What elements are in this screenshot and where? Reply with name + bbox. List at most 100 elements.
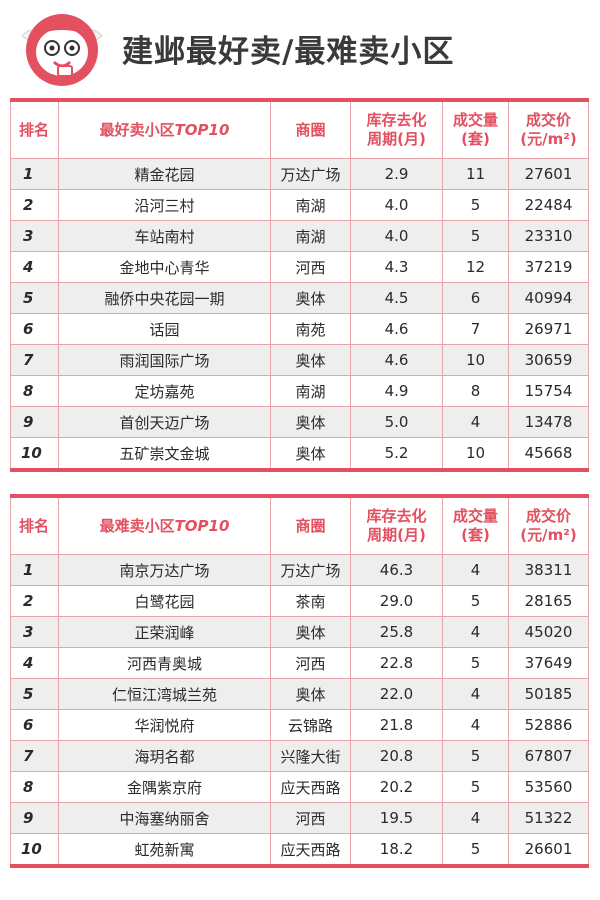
community-cell: 车站南村 <box>58 220 271 252</box>
header-price-line1: 成交价 <box>525 507 571 525</box>
rank-cell: 4 <box>10 251 59 283</box>
table-row: 4 河西青奥城 河西 22.8 5 37649 <box>10 647 589 679</box>
area-cell: 奥体 <box>270 616 351 648</box>
cycle-cell: 5.2 <box>350 437 443 471</box>
cycle-cell: 4.9 <box>350 375 443 407</box>
area-cell: 茶南 <box>270 585 351 617</box>
cycle-cell: 18.2 <box>350 833 443 867</box>
header-community-label: 最难卖小区 <box>99 516 175 535</box>
price-cell: 45668 <box>508 437 589 471</box>
table-row: 2 沿河三村 南湖 4.0 5 22484 <box>10 189 589 221</box>
rank-cell: 9 <box>10 802 59 834</box>
header-community-label: 最好卖小区 <box>99 120 175 139</box>
table-row: 8 金隅紫京府 应天西路 20.2 5 53560 <box>10 771 589 803</box>
volume-cell: 4 <box>442 616 509 648</box>
price-cell: 22484 <box>508 189 589 221</box>
header-volume-line2: (套) <box>461 130 490 148</box>
cycle-cell: 46.3 <box>350 554 443 586</box>
best-selling-table: 排名 最好卖小区TOP10 商圈 库存去化 周期(月) 成交量 (套) 成交价 (元/… <box>10 98 589 472</box>
cycle-cell: 20.2 <box>350 771 443 803</box>
rank-cell: 4 <box>10 647 59 679</box>
rank-cell: 2 <box>10 585 59 617</box>
header-cycle: 库存去化 周期(月) <box>350 496 443 555</box>
area-cell: 奥体 <box>270 344 351 376</box>
price-cell: 38311 <box>508 554 589 586</box>
price-cell: 27601 <box>508 158 589 190</box>
rank-cell: 10 <box>10 833 59 867</box>
price-cell: 30659 <box>508 344 589 376</box>
table-row: 5 融侨中央花园一期 奥体 4.5 6 40994 <box>10 282 589 314</box>
volume-cell: 5 <box>442 833 509 867</box>
community-cell: 融侨中央花园一期 <box>58 282 271 314</box>
header-cycle-line1: 库存去化 <box>366 111 427 129</box>
price-cell: 40994 <box>508 282 589 314</box>
community-cell: 虹苑新寓 <box>58 833 271 867</box>
header-price-line2: (元/m²) <box>520 526 577 544</box>
community-cell: 海玥名都 <box>58 740 271 772</box>
price-cell: 13478 <box>508 406 589 438</box>
page-title: 建邺最好卖/最难卖小区 <box>122 34 455 70</box>
price-cell: 45020 <box>508 616 589 648</box>
cycle-cell: 5.0 <box>350 406 443 438</box>
cycle-cell: 22.0 <box>350 678 443 710</box>
header-price-line2: (元/m²) <box>520 130 577 148</box>
cycle-cell: 2.9 <box>350 158 443 190</box>
header-rank: 排名 <box>10 496 59 555</box>
header-volume-line1: 成交量 <box>452 111 498 129</box>
volume-cell: 4 <box>442 709 509 741</box>
header-volume-line1: 成交量 <box>452 507 498 525</box>
page-header: 建邺最好卖/最难卖小区 <box>0 0 600 96</box>
table-row: 9 首创天迈广场 奥体 5.0 4 13478 <box>10 406 589 438</box>
community-cell: 白鹭花园 <box>58 585 271 617</box>
area-cell: 兴隆大街 <box>270 740 351 772</box>
community-cell: 沿河三村 <box>58 189 271 221</box>
community-cell: 中海塞纳丽舍 <box>58 802 271 834</box>
community-cell: 话园 <box>58 313 271 345</box>
header-volume: 成交量 (套) <box>442 496 509 555</box>
area-cell: 奥体 <box>270 406 351 438</box>
cycle-cell: 4.3 <box>350 251 443 283</box>
header-community: 最好卖小区TOP10 <box>58 100 271 159</box>
volume-cell: 7 <box>442 313 509 345</box>
cycle-cell: 4.6 <box>350 313 443 345</box>
volume-cell: 5 <box>442 771 509 803</box>
area-cell: 万达广场 <box>270 158 351 190</box>
price-cell: 67807 <box>508 740 589 772</box>
table-row: 6 话园 南苑 4.6 7 26971 <box>10 313 589 345</box>
rank-cell: 6 <box>10 709 59 741</box>
cycle-cell: 29.0 <box>350 585 443 617</box>
volume-cell: 5 <box>442 189 509 221</box>
table-row: 10 五矿崇文金城 奥体 5.2 10 45668 <box>10 437 589 471</box>
rank-cell: 7 <box>10 344 59 376</box>
price-cell: 28165 <box>508 585 589 617</box>
price-cell: 37649 <box>508 647 589 679</box>
volume-cell: 4 <box>442 406 509 438</box>
price-cell: 51322 <box>508 802 589 834</box>
rank-cell: 3 <box>10 220 59 252</box>
price-cell: 23310 <box>508 220 589 252</box>
header-area: 商圈 <box>270 100 351 159</box>
header-community-top: TOP10 <box>174 120 230 139</box>
table-row: 10 虹苑新寓 应天西路 18.2 5 26601 <box>10 833 589 867</box>
table-row: 1 精金花园 万达广场 2.9 11 27601 <box>10 158 589 190</box>
volume-cell: 8 <box>442 375 509 407</box>
cycle-cell: 19.5 <box>350 802 443 834</box>
community-cell: 金隅紫京府 <box>58 771 271 803</box>
header-community: 最难卖小区TOP10 <box>58 496 271 555</box>
volume-cell: 5 <box>442 647 509 679</box>
table-row: 5 仁恒江湾城兰苑 奥体 22.0 4 50185 <box>10 678 589 710</box>
rank-cell: 9 <box>10 406 59 438</box>
hardest-selling-table: 排名 最难卖小区TOP10 商圈 库存去化 周期(月) 成交量 (套) 成交价 (元/… <box>10 494 589 868</box>
volume-cell: 12 <box>442 251 509 283</box>
table-row: 3 正荣润峰 奥体 25.8 4 45020 <box>10 616 589 648</box>
price-cell: 15754 <box>508 375 589 407</box>
rank-cell: 7 <box>10 740 59 772</box>
area-cell: 万达广场 <box>270 554 351 586</box>
area-cell: 云锦路 <box>270 709 351 741</box>
table-row: 7 雨润国际广场 奥体 4.6 10 30659 <box>10 344 589 376</box>
area-cell: 南湖 <box>270 375 351 407</box>
volume-cell: 4 <box>442 554 509 586</box>
header-community-top: TOP10 <box>174 516 230 535</box>
area-cell: 南苑 <box>270 313 351 345</box>
community-cell: 正荣润峰 <box>58 616 271 648</box>
